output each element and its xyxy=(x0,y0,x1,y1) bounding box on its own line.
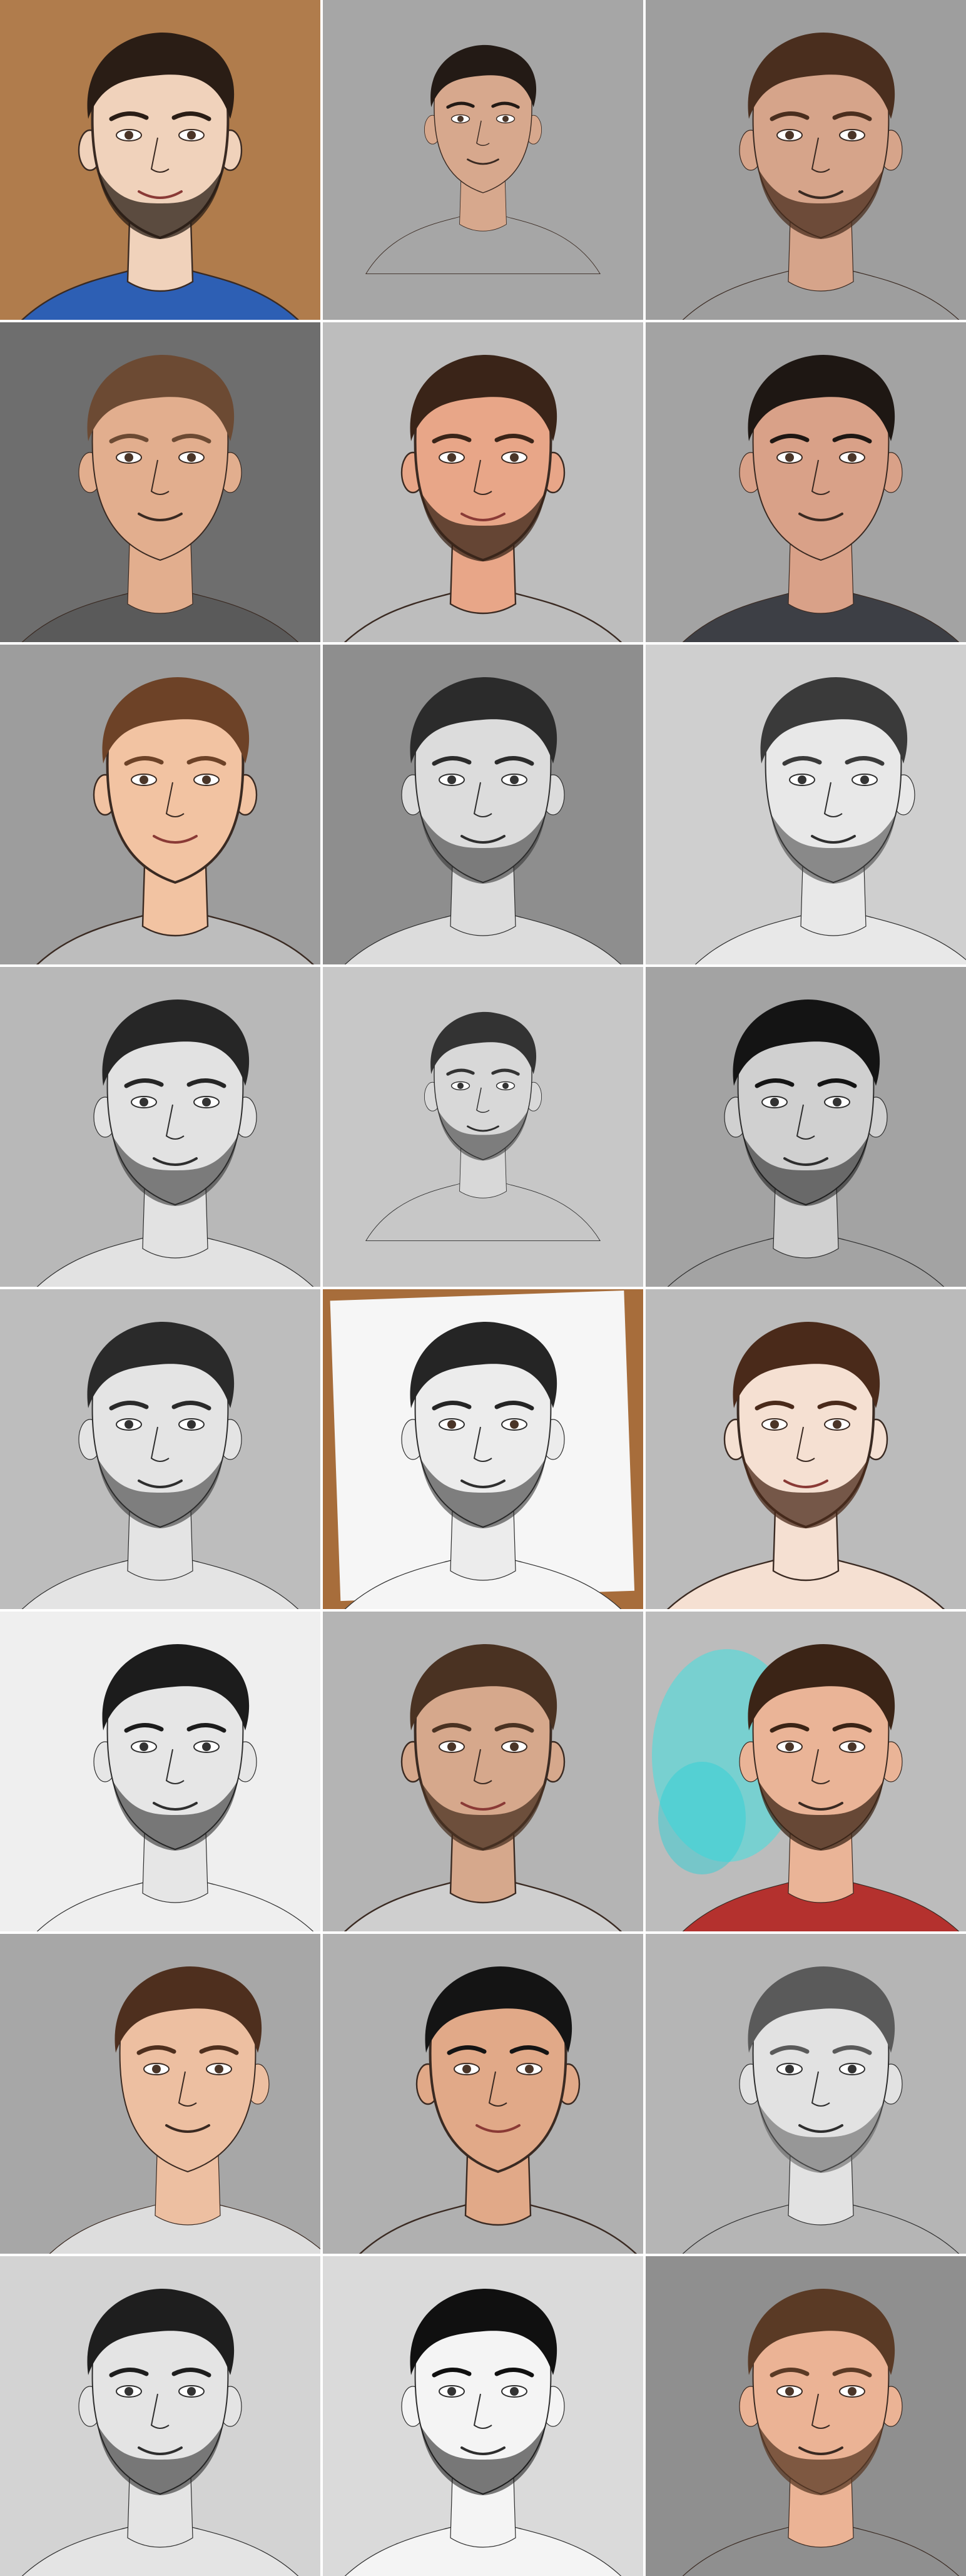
portrait-image xyxy=(646,0,966,320)
portrait-tile xyxy=(323,322,643,642)
portrait-tile xyxy=(323,967,643,1287)
portrait-image xyxy=(0,0,320,320)
portrait-image xyxy=(323,1612,643,1931)
portrait-tile xyxy=(0,1289,320,1609)
portrait-image xyxy=(323,1934,643,2254)
portrait-tile xyxy=(323,645,643,964)
portrait-tile xyxy=(323,1289,643,1609)
portrait-image xyxy=(646,322,966,642)
portrait-image xyxy=(0,2256,320,2576)
portrait-image xyxy=(646,1289,966,1609)
portrait-tile xyxy=(0,322,320,642)
portrait-tile xyxy=(646,1612,966,1931)
portrait-tile xyxy=(0,1934,320,2254)
portrait-tile xyxy=(323,1934,643,2254)
portrait-image xyxy=(323,322,643,642)
portrait-image xyxy=(646,1934,966,2254)
portrait-image xyxy=(323,2256,643,2576)
portrait-tile xyxy=(0,645,320,964)
portrait-tile xyxy=(323,0,643,320)
portrait-tile xyxy=(646,967,966,1287)
portrait-image xyxy=(323,1289,643,1609)
portrait-tile xyxy=(646,322,966,642)
portrait-tile xyxy=(646,645,966,964)
portrait-image xyxy=(0,1289,320,1609)
portrait-image xyxy=(646,967,966,1287)
portrait-tile xyxy=(323,2256,643,2576)
portrait-image xyxy=(0,967,320,1287)
portrait-image xyxy=(0,322,320,642)
portrait-tile xyxy=(0,0,320,320)
portrait-tile xyxy=(646,0,966,320)
portrait-image xyxy=(646,1612,966,1931)
portrait-image xyxy=(323,645,643,964)
portrait-tile xyxy=(0,967,320,1287)
portrait-image xyxy=(0,1934,320,2254)
portrait-tile xyxy=(646,2256,966,2576)
portrait-image xyxy=(646,2256,966,2576)
portrait-image xyxy=(646,645,966,964)
portrait-image xyxy=(0,1612,320,1931)
portrait-image xyxy=(323,0,643,320)
portrait-tile xyxy=(0,1612,320,1931)
portrait-tile xyxy=(323,1612,643,1931)
portrait-tile xyxy=(646,1934,966,2254)
portrait-image xyxy=(0,645,320,964)
portrait-tile xyxy=(646,1289,966,1609)
portrait-image xyxy=(323,967,643,1287)
portrait-tile xyxy=(0,2256,320,2576)
